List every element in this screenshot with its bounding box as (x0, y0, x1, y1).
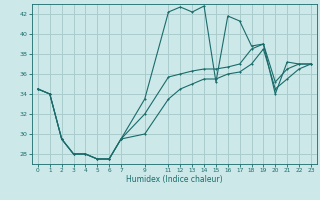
X-axis label: Humidex (Indice chaleur): Humidex (Indice chaleur) (126, 175, 223, 184)
